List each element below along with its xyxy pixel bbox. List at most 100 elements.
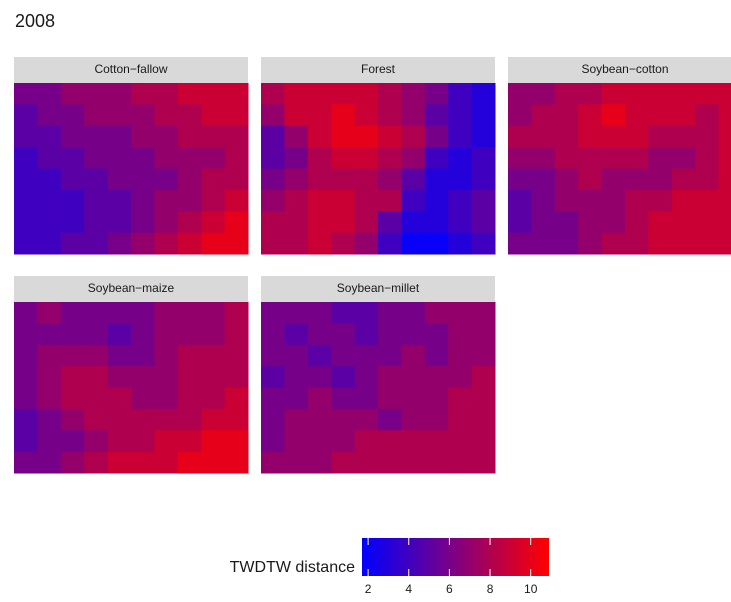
heat-cell bbox=[378, 147, 402, 169]
heat-cell bbox=[131, 451, 155, 474]
heat-cell bbox=[531, 147, 556, 169]
heat-cell bbox=[378, 211, 402, 234]
heat-cell bbox=[224, 168, 249, 191]
heat-cell bbox=[154, 302, 179, 324]
heat-cell bbox=[37, 430, 62, 453]
heat-cell bbox=[554, 125, 579, 148]
heat-cell bbox=[84, 430, 109, 453]
heat-cell bbox=[131, 344, 155, 367]
heat-cell bbox=[177, 232, 202, 255]
heat-cell bbox=[201, 83, 226, 105]
legend-tick-label: 4 bbox=[405, 582, 412, 596]
heat-cell bbox=[14, 408, 38, 431]
heat-cell bbox=[131, 125, 155, 148]
heat-cell bbox=[424, 387, 449, 410]
heat-cell bbox=[401, 211, 426, 234]
heat-cell bbox=[424, 211, 449, 234]
heat-cell bbox=[354, 147, 379, 169]
heat-cell bbox=[154, 147, 179, 169]
heat-cell bbox=[307, 211, 332, 234]
heat-cell bbox=[177, 451, 202, 474]
heat-cell bbox=[448, 232, 473, 255]
heat-cell bbox=[331, 430, 356, 453]
heat-cell bbox=[578, 147, 603, 169]
heat-cell bbox=[307, 408, 332, 431]
heat-cell bbox=[201, 430, 226, 453]
heat-cell bbox=[331, 302, 356, 324]
heat-cell bbox=[154, 451, 179, 474]
heat-cell bbox=[718, 232, 731, 255]
heat-cell bbox=[284, 302, 309, 324]
heat-cell bbox=[177, 430, 202, 453]
heat-cell bbox=[508, 125, 532, 148]
heat-cell bbox=[201, 323, 226, 346]
heat-cell bbox=[695, 232, 720, 255]
heat-cell bbox=[284, 451, 309, 474]
heat-cell bbox=[354, 451, 379, 474]
heat-cell bbox=[60, 451, 85, 474]
heat-cell bbox=[284, 211, 309, 234]
heat-cell bbox=[718, 147, 731, 169]
heat-cell bbox=[224, 323, 249, 346]
heat-cell bbox=[554, 168, 579, 191]
heat-cell bbox=[578, 83, 603, 105]
heat-cell bbox=[84, 408, 109, 431]
heat-cell bbox=[14, 451, 38, 474]
heat-cell bbox=[448, 189, 473, 212]
heat-cell bbox=[471, 104, 496, 127]
heat-cell bbox=[224, 104, 249, 127]
heat-cell bbox=[224, 232, 249, 255]
heat-cell bbox=[154, 168, 179, 191]
heat-cell bbox=[354, 83, 379, 105]
heat-cell bbox=[307, 168, 332, 191]
heat-cell bbox=[84, 211, 109, 234]
heat-cell bbox=[331, 387, 356, 410]
heat-cell bbox=[201, 232, 226, 255]
heat-cell bbox=[261, 189, 285, 212]
heat-cell bbox=[14, 387, 38, 410]
heat-cell bbox=[378, 323, 402, 346]
heat-cell bbox=[60, 408, 85, 431]
heat-cell bbox=[424, 366, 449, 388]
heat-cell bbox=[60, 211, 85, 234]
heat-cell bbox=[401, 104, 426, 127]
heat-cell bbox=[331, 408, 356, 431]
heat-cell bbox=[378, 451, 402, 474]
facet-label: Cotton−fallow bbox=[94, 62, 167, 76]
heat-cell bbox=[84, 83, 109, 105]
heat-cell bbox=[718, 211, 731, 234]
facet-label: Soybean−maize bbox=[88, 281, 175, 295]
heat-cell bbox=[331, 451, 356, 474]
heat-cell bbox=[154, 408, 179, 431]
heat-cell bbox=[60, 168, 85, 191]
heat-cell bbox=[131, 302, 155, 324]
legend-title: TWDTW distance bbox=[230, 559, 355, 576]
heat-cell bbox=[60, 125, 85, 148]
heat-cell bbox=[107, 189, 132, 212]
heat-cell bbox=[14, 168, 38, 191]
heat-cell bbox=[37, 168, 62, 191]
heat-cell bbox=[37, 387, 62, 410]
heat-cell bbox=[14, 211, 38, 234]
heat-cell bbox=[401, 408, 426, 431]
heat-cell bbox=[531, 232, 556, 255]
heat-cell bbox=[14, 104, 38, 127]
heat-cell bbox=[424, 323, 449, 346]
heat-cell bbox=[14, 189, 38, 212]
heat-cell bbox=[201, 366, 226, 388]
heat-cell bbox=[84, 147, 109, 169]
heat-cell bbox=[14, 302, 38, 324]
heat-cell bbox=[354, 211, 379, 234]
heat-cell bbox=[131, 104, 155, 127]
heat-cell bbox=[307, 125, 332, 148]
heat-cell bbox=[331, 168, 356, 191]
heat-cell bbox=[131, 366, 155, 388]
heat-cell bbox=[601, 83, 626, 105]
heat-cell bbox=[261, 147, 285, 169]
heat-cell bbox=[378, 168, 402, 191]
heat-cell bbox=[331, 189, 356, 212]
heat-cell bbox=[354, 168, 379, 191]
heat-cell bbox=[307, 83, 332, 105]
heat-cell bbox=[331, 104, 356, 127]
heat-cell bbox=[131, 387, 155, 410]
